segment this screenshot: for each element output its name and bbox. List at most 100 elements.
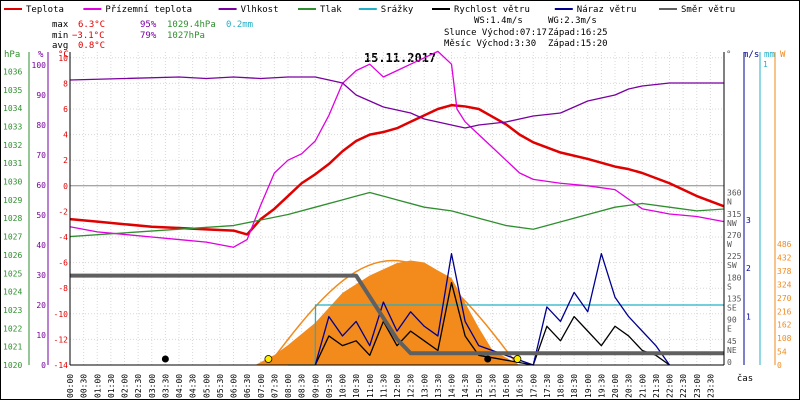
pressure-tick-label: 1022: [3, 324, 22, 333]
temperature-tick-label: 8: [63, 79, 68, 88]
direction-tick-label: 360: [727, 189, 742, 198]
stat-max-hum: 95%: [140, 20, 157, 30]
x-tick-label: 20:00: [611, 374, 620, 398]
x-tick-label: 13:00: [420, 374, 429, 398]
temperature-tick-label: 4: [63, 131, 68, 140]
pressure-unit: hPa: [4, 50, 20, 60]
solar-theoretical-arc: [267, 259, 519, 366]
info-block: WS:1.4m/s WG:2.3m/s Slunce Východ:07:17 …: [444, 16, 608, 49]
x-tick-label: 15:30: [488, 374, 497, 398]
solar-tick-label: 270: [777, 294, 792, 303]
stat-min-label: min: [52, 31, 68, 41]
info-wg: WG:2.3m/s: [548, 16, 597, 26]
x-tick-label: 17:00: [529, 374, 538, 398]
rain-unit: mm: [764, 50, 775, 60]
legend-label-3: Tlak: [320, 5, 342, 15]
direction-name-label: SE: [727, 303, 737, 312]
x-tick-label: 01:00: [93, 374, 102, 398]
x-tick-label: 02:00: [121, 374, 130, 398]
x-tick-label: 19:30: [597, 374, 606, 398]
series-line-náraz-větru: [314, 253, 671, 366]
x-tick-label: 18:30: [570, 374, 579, 398]
info-moonrise: Měsíc Východ:3:30: [444, 39, 536, 49]
pressure-tick-label: 1028: [3, 214, 22, 223]
x-tick-label: 03:00: [148, 374, 157, 398]
solar-unit: W: [780, 50, 786, 60]
x-tick-label: 12:30: [407, 374, 416, 398]
x-tick-label: 21:00: [638, 374, 647, 398]
x-tick-label: 21:30: [652, 374, 661, 398]
temperature-tick-label: -10: [54, 310, 69, 319]
x-tick-label: 23:30: [706, 374, 715, 398]
temperature-tick-label: -4: [58, 233, 68, 242]
sunset-marker: [513, 355, 522, 363]
solar-tick-label: 108: [777, 334, 792, 343]
direction-unit: °: [726, 50, 731, 60]
series-line-přízemní-teplota: [69, 50, 725, 248]
solar-tick-label: 216: [777, 307, 792, 316]
x-tick-label: 22:30: [679, 374, 688, 398]
info-ws: WS:1.4m/s: [474, 16, 523, 26]
legend-label-2: Vlhkost: [241, 5, 279, 15]
solar-tick-label: 0: [777, 361, 782, 370]
temperature-tick-label: -12: [54, 335, 69, 344]
legend-label-5: Rychlost větru: [454, 5, 530, 15]
x-axis-label: čas: [737, 373, 753, 384]
solar-tick-label: 162: [777, 321, 792, 330]
direction-name-label: W: [727, 240, 732, 249]
info-sunrise: Slunce Východ:07:17: [444, 28, 547, 38]
direction-name-label: N: [727, 198, 732, 207]
pressure-tick-label: 1023: [3, 306, 22, 315]
stat-max-press: 1029.4hPa: [167, 20, 216, 30]
series-line-teplota: [69, 103, 725, 236]
temperature-tick-label: 6: [63, 105, 68, 114]
x-tick-label: 18:00: [557, 374, 566, 398]
direction-tick-label: 315: [727, 210, 742, 219]
series-line-vlhkost: [69, 76, 724, 129]
x-tick-label: 07:00: [257, 374, 266, 398]
stats-block: max 6.3°C 95% 1029.4hPa 0.2mm min −3.1°C…: [52, 20, 253, 51]
x-tick-label: 06:30: [243, 374, 252, 398]
x-tick-label: 17:30: [543, 374, 552, 398]
pressure-tick-label: 1033: [3, 122, 22, 131]
pressure-tick-label: 1036: [3, 67, 22, 76]
x-tick-label: 22:00: [666, 374, 675, 398]
solar-radiation-area: [255, 260, 520, 365]
info-sunset: Západ:16:25: [548, 28, 608, 38]
humidity-tick-label: 100: [32, 61, 47, 70]
x-tick-label: 20:30: [625, 374, 634, 398]
x-tick-label: 11:30: [379, 374, 388, 398]
stat-avg-label: avg: [52, 41, 68, 51]
stat-max-temp: 6.3°C: [78, 20, 105, 30]
series-line-směr-větru: [70, 273, 724, 356]
moonset-marker: [484, 355, 492, 363]
temperature-tick-label: 2: [63, 156, 68, 165]
humidity-tick-label: 80: [36, 121, 46, 130]
x-tick-label: 09:00: [311, 374, 320, 398]
pressure-tick-label: 1031: [3, 159, 22, 168]
stat-min-hum: 79%: [140, 31, 157, 41]
direction-tick-label: 90: [727, 316, 737, 325]
temperature-tick-label: 0: [63, 182, 68, 191]
humidity-tick-label: 70: [36, 151, 46, 160]
x-tick-label: 01:30: [107, 374, 116, 398]
series-line-tlak: [69, 191, 725, 238]
stat-avg-temp: 0.8°C: [78, 41, 105, 51]
legend-label-1: Přízemní teplota: [105, 5, 192, 15]
stat-max-label: max: [52, 20, 69, 30]
x-tick-label: 14:30: [461, 374, 470, 398]
x-tick-label: 03:30: [161, 374, 170, 398]
pressure-tick-label: 1026: [3, 251, 22, 260]
solar-tick-label: 324: [777, 280, 792, 289]
solar-tick-label: 54: [777, 348, 787, 357]
x-tick-label: 10:30: [352, 374, 361, 398]
wind-tick-label: 3: [746, 216, 751, 225]
wind-unit: m/s: [743, 50, 759, 60]
x-tick-label: 09:30: [325, 374, 334, 398]
x-tick-label: 05:00: [202, 374, 211, 398]
pressure-tick-label: 1029: [3, 196, 22, 205]
temperature-tick-label: -8: [58, 284, 68, 293]
direction-name-label: NW: [727, 219, 737, 228]
direction-name-label: NE: [727, 346, 737, 355]
